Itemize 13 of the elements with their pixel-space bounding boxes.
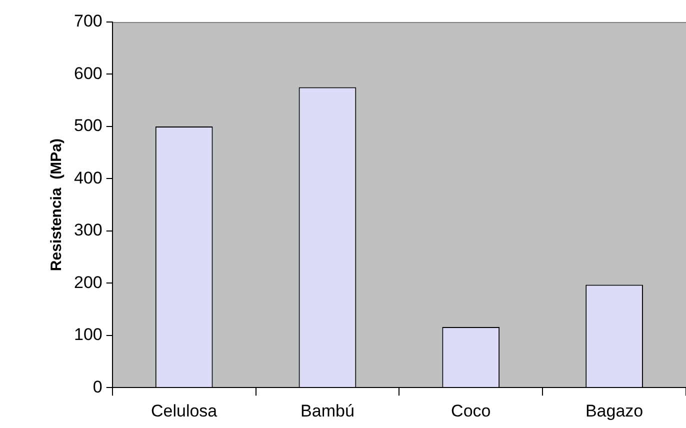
y-tick-label: 500 <box>74 116 102 136</box>
x-tick-label: Coco <box>451 401 491 420</box>
y-tick-label: 700 <box>74 12 102 31</box>
y-tick-label: 100 <box>74 325 102 344</box>
y-tick-label: 200 <box>74 272 102 292</box>
x-tick-label: Celulosa <box>150 401 218 420</box>
x-tick-label: Bagazo <box>585 401 644 420</box>
y-tick-label: 300 <box>74 220 102 240</box>
y-tick-label: 400 <box>74 168 102 188</box>
y-axis-title: Resistencia (MPa) <box>48 138 66 272</box>
y-tick-label: 600 <box>74 64 102 83</box>
x-tick-label: Bambú <box>300 401 354 420</box>
y-tick-label: 0 <box>92 377 102 396</box>
